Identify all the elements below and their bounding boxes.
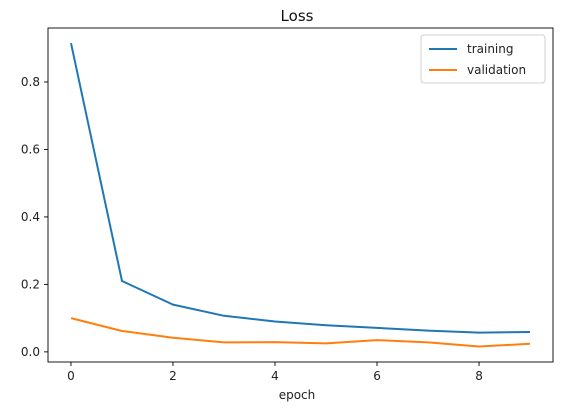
plot-frame bbox=[47, 27, 554, 363]
legend-label-training: training bbox=[467, 42, 514, 56]
x-tick-label: 2 bbox=[169, 369, 177, 383]
axis-ticks: 0 2 4 6 8 0.0 0.2 0.4 0.6 0.8 bbox=[21, 75, 483, 383]
y-tick-label: 0.8 bbox=[21, 75, 40, 89]
legend: training validation bbox=[420, 34, 546, 84]
series-line-validation bbox=[70, 317, 531, 348]
y-tick-label: 0.0 bbox=[21, 345, 40, 359]
x-tick-label: 6 bbox=[373, 369, 381, 383]
y-tick-label: 0.4 bbox=[21, 210, 40, 224]
series-layer bbox=[70, 42, 531, 348]
legend-label-validation: validation bbox=[467, 63, 526, 77]
plot-area bbox=[47, 27, 554, 363]
chart-title: Loss bbox=[281, 7, 314, 25]
y-tick-label: 0.6 bbox=[21, 142, 40, 156]
x-tick-label: 4 bbox=[271, 369, 279, 383]
x-axis-label: epoch bbox=[279, 388, 316, 402]
x-tick-label: 8 bbox=[475, 369, 483, 383]
x-tick-label: 0 bbox=[67, 369, 75, 383]
series-line-training bbox=[70, 42, 531, 334]
y-tick-label: 0.2 bbox=[21, 277, 40, 291]
